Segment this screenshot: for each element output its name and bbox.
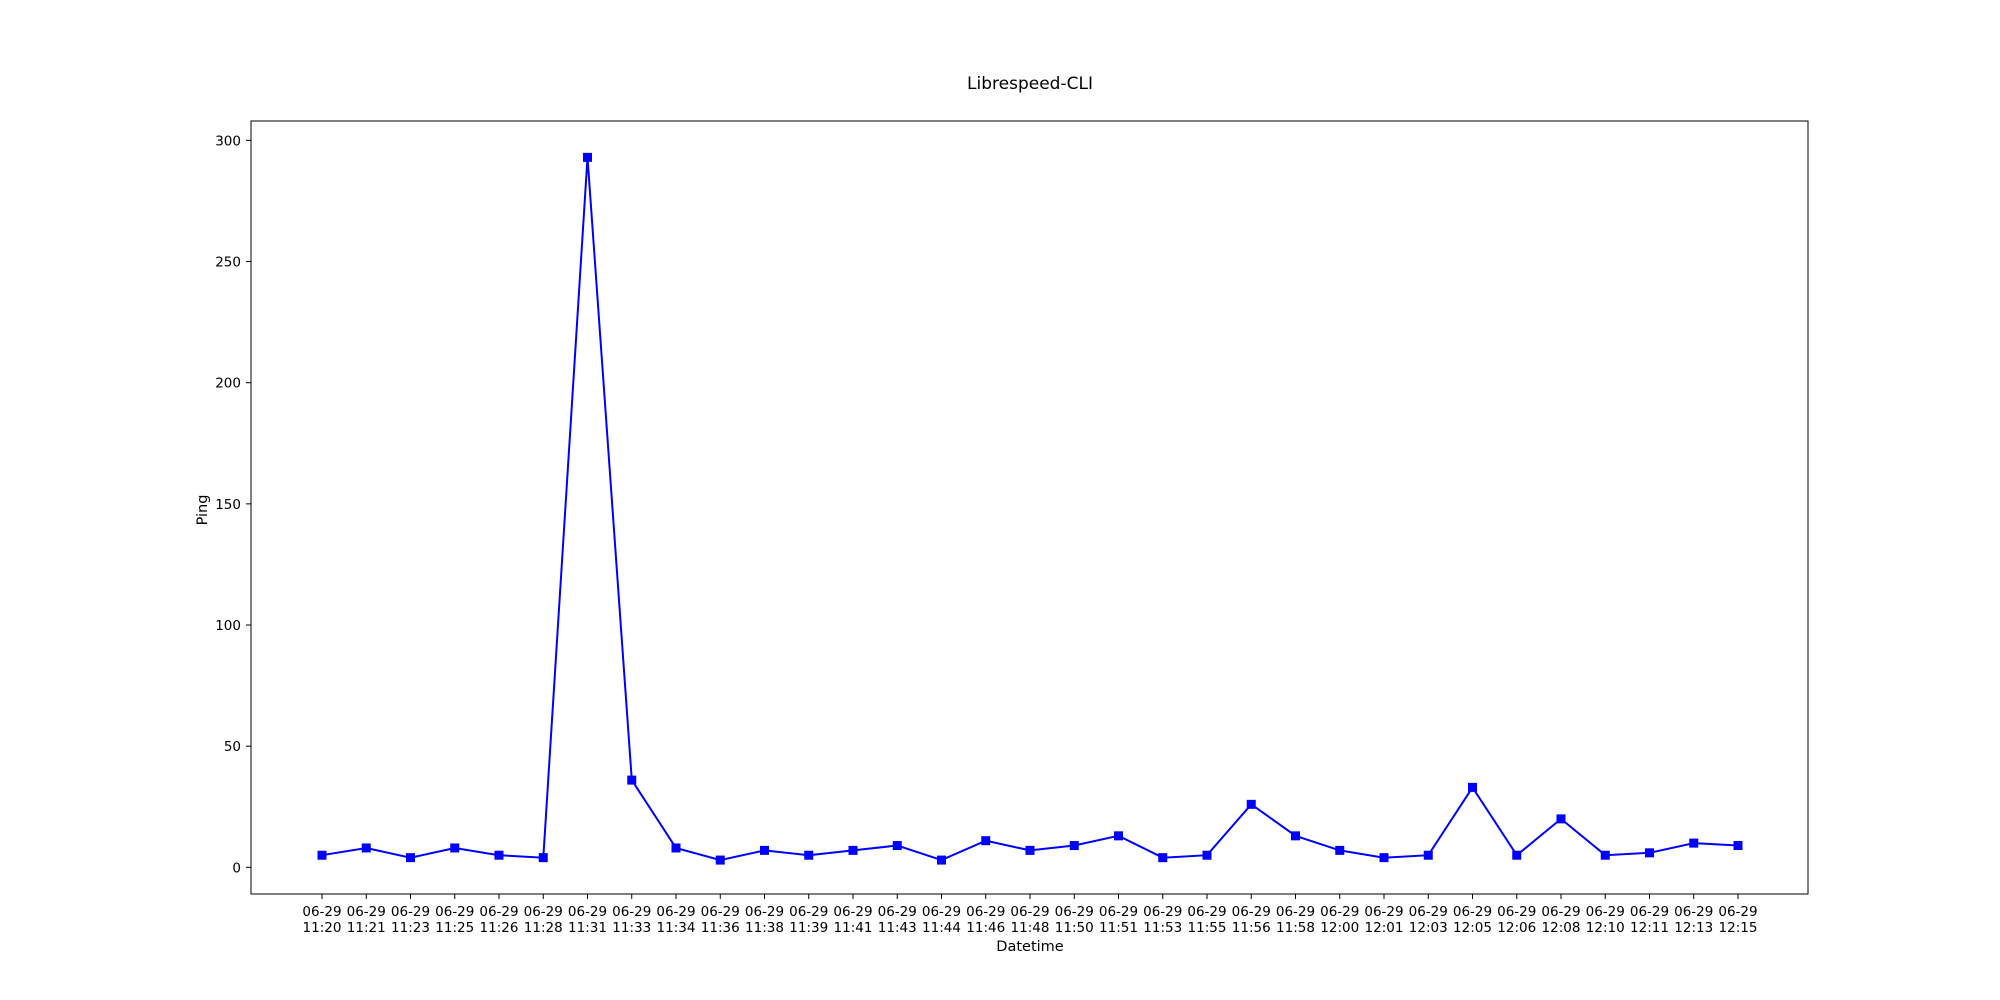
data-point [848,845,858,855]
data-point [937,855,946,865]
x-tick-label: 06-29 11:50 [1055,904,1094,936]
data-point [1556,814,1566,824]
data-point [317,850,327,860]
y-axis: 0 50 100 150 200 250 300 [215,133,251,876]
x-tick-label: 06-29 12:08 [1541,904,1580,936]
plot-area [250,120,1809,895]
x-tick-label: 06-29 11:31 [568,904,607,936]
y-tick-label: 0 [232,860,241,876]
data-point [981,836,991,846]
x-tick-label: 06-29 11:46 [966,904,1005,936]
chart-title: Librespeed-CLI [967,74,1093,94]
x-tick-label: 06-29 11:55 [1187,904,1226,936]
data-point [1379,853,1389,863]
data-point [1335,845,1345,855]
data-point [1202,850,1212,860]
data-point [1468,782,1477,792]
y-axis-label: Ping [195,495,211,526]
data-point [494,850,504,860]
data-point [1069,841,1079,851]
x-tick-label: 06-29 12:15 [1718,904,1757,936]
y-tick-label: 50 [224,739,241,755]
x-tick-label: 06-29 12:03 [1409,904,1448,936]
x-tick-label: 06-29 11:51 [1099,904,1138,936]
data-point [804,850,814,860]
y-tick-label: 200 [215,376,241,392]
data-point [892,841,902,851]
data-point [1291,831,1300,841]
x-tick-label: 06-29 11:25 [435,904,474,936]
x-axis-label: Datetime [996,939,1063,955]
data-point [760,845,769,855]
series-line [321,157,1739,862]
x-tick-label: 06-29 12:00 [1320,904,1359,936]
x-tick-label: 06-29 12:05 [1453,904,1492,936]
data-point [627,775,637,785]
x-tick-label: 06-29 11:21 [347,904,386,936]
data-point [1689,838,1699,848]
data-point [1512,850,1522,860]
x-tick-label: 06-29 12:01 [1364,904,1403,936]
data-point [538,853,548,863]
x-tick-label: 06-29 11:39 [789,904,828,936]
data-point [1114,831,1123,841]
data-point [361,843,371,853]
x-tick-label: 06-29 11:56 [1232,904,1271,936]
x-tick-label: 06-29 11:26 [479,904,518,936]
x-tick-label: 06-29 11:53 [1143,904,1182,936]
y-tick-label: 150 [215,497,241,513]
x-tick-label: 06-29 12:11 [1630,904,1669,936]
data-point [1733,841,1743,851]
data-point [1158,853,1168,863]
data-point [1600,850,1610,860]
series-markers [317,152,1743,865]
data-point [671,843,681,853]
x-tick-label: 06-29 11:36 [701,904,740,936]
x-tick-label: 06-29 12:13 [1674,904,1713,936]
y-tick-label: 300 [215,133,241,149]
x-tick-label: 06-29 11:41 [833,904,872,936]
x-tick-label: 06-29 11:44 [922,904,961,936]
y-tick-label: 100 [215,618,241,634]
data-point [406,853,415,863]
x-tick-label: 06-29 11:48 [1010,904,1049,936]
x-tick-label: 06-29 11:20 [302,904,341,936]
data-point [1246,799,1256,809]
data-point [715,855,725,865]
data-point [1645,848,1654,858]
data-point [1025,845,1035,855]
x-tick-label: 06-29 11:23 [391,904,430,936]
x-tick-label: 06-29 12:10 [1586,904,1625,936]
data-point [583,152,592,162]
data-point [450,843,460,853]
x-tick-label: 06-29 11:38 [745,904,784,936]
x-tick-label: 06-29 11:34 [656,904,695,936]
data-point [1423,850,1433,860]
x-tick-label: 06-29 11:58 [1276,904,1315,936]
x-tick-label: 06-29 11:43 [878,904,917,936]
y-tick-label: 250 [215,255,241,271]
x-tick-label: 06-29 11:28 [524,904,563,936]
x-tick-label: 06-29 12:06 [1497,904,1536,936]
x-tick-label: 06-29 11:33 [612,904,651,936]
